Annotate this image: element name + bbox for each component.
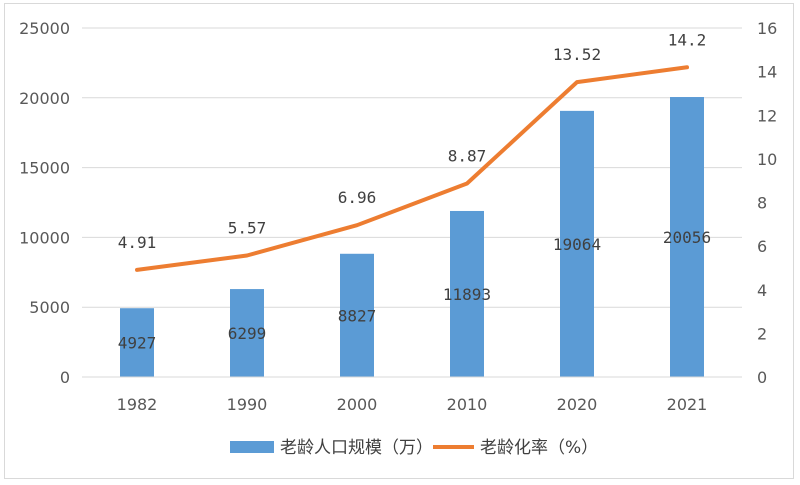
line-data-label: 14.2 [668, 30, 707, 49]
chart-frame [4, 3, 794, 479]
bar-data-labels: 4927 6299 8827 11893 19064 20056 [118, 228, 711, 353]
line-data-label: 4.91 [118, 233, 157, 252]
y-right-tick-label: 0 [757, 368, 767, 387]
y-left-tick-label: 25000 [19, 19, 70, 38]
bar-series [120, 97, 704, 377]
line-series [135, 65, 689, 272]
bar-data-label: 6299 [228, 324, 267, 343]
x-axis: 1982 1990 2000 2010 2020 2021 [82, 376, 742, 414]
y-left-tick-label: 15000 [19, 159, 70, 178]
y-left-tick-label: 0 [60, 368, 70, 387]
legend-swatch-bar [230, 441, 274, 453]
y-left-tick-label: 5000 [29, 298, 70, 317]
line-path [135, 65, 689, 272]
y-left-tick-label: 10000 [19, 228, 70, 247]
x-tick-label: 1990 [227, 395, 268, 414]
y-axis-left: 0 5000 10000 15000 20000 25000 [19, 19, 70, 387]
y-axis-right: 0 2 4 6 8 10 12 14 16 [757, 19, 777, 387]
legend-label-bar: 老龄人口规模（万） [280, 438, 433, 458]
gridlines [82, 27, 742, 308]
bar [670, 97, 704, 377]
y-right-tick-label: 4 [757, 281, 767, 300]
legend-label-line: 老龄化率（%） [480, 438, 598, 458]
y-right-tick-label: 14 [757, 63, 777, 82]
bar [450, 210, 484, 377]
line-data-label: 5.57 [228, 219, 267, 238]
x-tick-label: 2020 [557, 395, 598, 414]
bar [120, 308, 154, 377]
bar-data-label: 20056 [663, 228, 711, 247]
y-right-tick-label: 6 [757, 237, 767, 256]
line-data-label: 6.96 [338, 188, 377, 207]
bar-data-label: 8827 [338, 306, 377, 325]
x-tick-label: 2021 [667, 395, 708, 414]
x-tick-label: 2010 [447, 395, 488, 414]
legend: 老龄人口规模（万） 老龄化率（%） [230, 438, 598, 458]
line-data-label: 13.52 [553, 45, 601, 64]
bar [230, 289, 264, 377]
bar [340, 253, 374, 377]
y-right-tick-label: 2 [757, 324, 767, 343]
line-data-labels: 4.91 5.57 6.96 8.87 13.52 14.2 [118, 30, 707, 252]
line-data-label: 8.87 [448, 147, 487, 166]
x-tick-label: 2000 [337, 395, 378, 414]
y-right-tick-label: 10 [757, 150, 777, 169]
bar-data-label: 11893 [443, 285, 491, 304]
y-right-tick-label: 16 [757, 19, 777, 38]
bar-data-label: 4927 [118, 334, 157, 353]
x-tick-label: 1982 [117, 395, 158, 414]
bar-data-label: 19064 [553, 235, 601, 254]
y-left-tick-label: 20000 [19, 89, 70, 108]
bar [560, 110, 594, 377]
y-right-tick-label: 8 [757, 194, 767, 213]
y-right-tick-label: 12 [757, 106, 777, 125]
